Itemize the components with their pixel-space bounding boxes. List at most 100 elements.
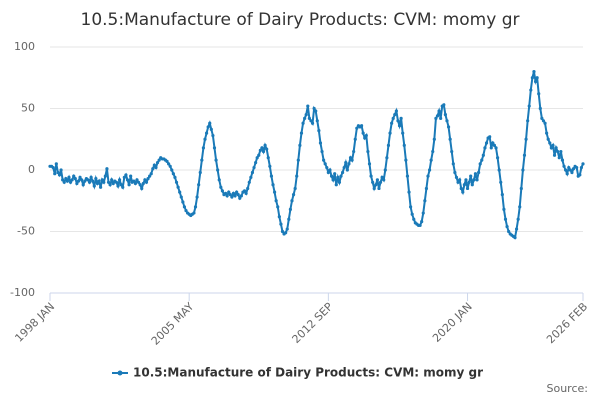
data-point [364, 133, 368, 138]
data-point [108, 183, 112, 187]
data-point [522, 153, 527, 157]
data-point [541, 119, 546, 123]
data-point [119, 183, 123, 187]
data-point [524, 137, 528, 141]
data-point [530, 76, 534, 80]
data-point [62, 180, 66, 184]
data-point [208, 121, 212, 125]
data-point [174, 180, 179, 184]
data-point [350, 158, 354, 162]
data-point [258, 148, 262, 152]
data-point [299, 131, 304, 135]
data-point [307, 116, 311, 120]
data-point [252, 165, 256, 170]
data-point [355, 126, 359, 130]
data-point [556, 149, 560, 154]
data-point [216, 168, 220, 172]
data-point [519, 186, 523, 191]
data-point [429, 158, 433, 162]
data-point [565, 172, 569, 176]
data-point [461, 190, 465, 194]
data-point [312, 106, 316, 111]
data-point [478, 162, 482, 166]
data-point [198, 170, 202, 175]
data-point [325, 165, 329, 170]
data-point [68, 180, 73, 184]
data-point [277, 215, 281, 219]
data-point [135, 178, 139, 182]
data-point [399, 116, 403, 120]
data-point [114, 180, 119, 184]
data-point [263, 143, 267, 147]
data-point [178, 190, 182, 194]
data-point [420, 220, 424, 224]
data-point [390, 121, 394, 125]
legend-marker [117, 370, 123, 376]
data-point [87, 180, 92, 184]
data-point [374, 183, 378, 187]
data-point [197, 183, 201, 187]
x-tick-label: 2012 SEP [290, 300, 336, 346]
data-point [448, 137, 452, 141]
data-point [549, 146, 553, 150]
data-point [56, 170, 60, 175]
data-point [67, 175, 71, 179]
data-point [83, 179, 87, 183]
data-point [254, 161, 258, 165]
data-point [546, 137, 550, 141]
data-point [437, 109, 441, 113]
data-point [200, 158, 204, 162]
data-point [86, 178, 90, 182]
data-point [545, 131, 549, 135]
data-point [451, 162, 455, 166]
data-point [497, 168, 501, 172]
data-point [359, 124, 364, 128]
data-point [473, 172, 478, 176]
x-tick-label: 1998 JAN [12, 300, 57, 345]
data-point [516, 217, 520, 221]
data-point [570, 170, 574, 175]
data-point [171, 172, 175, 176]
data-point [103, 174, 107, 178]
data-point [426, 174, 430, 178]
data-point [340, 170, 345, 175]
data-point [472, 178, 476, 182]
data-point [247, 180, 251, 184]
data-point [491, 141, 495, 145]
data-point [211, 133, 215, 138]
data-point [495, 156, 500, 160]
data-point [540, 116, 544, 120]
data-point [363, 136, 367, 140]
data-point [348, 156, 353, 160]
data-point [353, 137, 357, 141]
data-point [352, 149, 356, 154]
data-point [467, 180, 471, 184]
data-point [143, 178, 147, 182]
data-point [280, 229, 285, 234]
data-point [342, 165, 346, 170]
x-tick-label: 2020 JAN [430, 300, 475, 345]
data-point [76, 179, 81, 183]
data-point [65, 179, 69, 183]
data-point [97, 179, 101, 183]
data-point [132, 179, 136, 183]
data-point [334, 183, 338, 187]
data-point [333, 172, 337, 176]
data-point [543, 121, 547, 125]
data-point [100, 178, 104, 182]
data-point [146, 177, 150, 181]
data-point [233, 194, 237, 198]
data-point [401, 131, 405, 135]
data-point [336, 175, 340, 179]
data-point [492, 143, 497, 147]
data-point [375, 178, 379, 182]
data-point [559, 149, 563, 154]
data-point [212, 146, 217, 150]
data-point [217, 178, 221, 182]
data-point [122, 175, 126, 179]
data-point [95, 181, 100, 186]
data-point [581, 162, 585, 166]
data-point [182, 205, 187, 209]
data-point [64, 177, 68, 181]
data-point [458, 178, 462, 182]
